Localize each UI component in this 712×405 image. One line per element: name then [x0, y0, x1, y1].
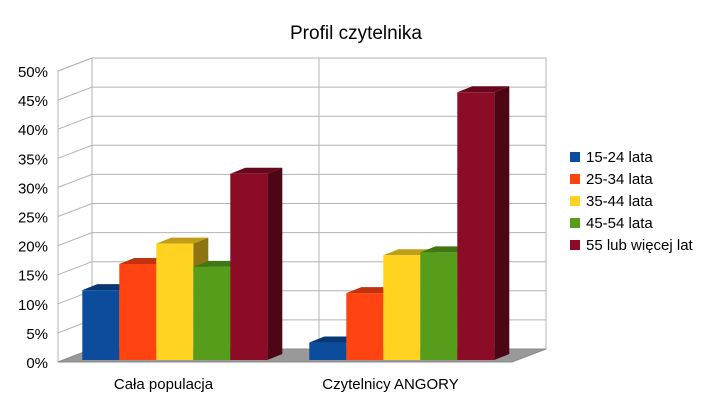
x-tick-label: Cała populacja — [114, 376, 214, 393]
bar-front — [420, 252, 458, 360]
y-tick-label: 5% — [26, 326, 48, 343]
legend-swatch — [570, 152, 580, 162]
legend-swatch — [570, 174, 580, 184]
bar-side — [267, 167, 283, 360]
legend-swatch — [570, 196, 580, 206]
legend: 15-24 lata 25-34 lata 35-44 lata 45-54 lata… — [570, 149, 694, 254]
bar — [457, 86, 510, 360]
y-tick-label: 0% — [26, 355, 48, 372]
bars — [82, 86, 510, 360]
gridline — [57, 203, 546, 217]
x-tick-label: Czytelnicy ANGORY — [322, 376, 458, 393]
bar-front — [230, 173, 268, 360]
bar-front — [82, 290, 120, 360]
legend-label: 55 lub więcej lat — [586, 237, 694, 254]
y-tick-label: 25% — [18, 210, 48, 227]
gridline — [57, 144, 546, 159]
legend-label: 45-54 lata — [586, 215, 653, 232]
x-axis-labels: Cała populacja Czytelnicy ANGORY — [114, 376, 459, 393]
bar-front — [193, 266, 231, 360]
y-tick-label: 15% — [18, 268, 48, 285]
y-tick-label: 45% — [18, 93, 48, 110]
y-tick-label: 50% — [18, 64, 48, 81]
legend-swatch — [570, 240, 580, 250]
gridline — [57, 232, 546, 247]
gridline — [57, 115, 546, 130]
bar-front — [346, 293, 384, 360]
y-tick-label: 35% — [18, 151, 48, 168]
y-tick-label: 20% — [18, 239, 48, 256]
bar-front — [119, 263, 157, 360]
bar-side — [494, 86, 510, 360]
gridline — [57, 86, 546, 101]
legend-label: 15-24 lata — [586, 149, 653, 166]
bar-front — [457, 92, 495, 360]
bar — [230, 167, 283, 360]
bar-front — [309, 342, 347, 360]
gridline — [57, 173, 546, 188]
bar-front — [156, 243, 194, 360]
bar-top — [156, 237, 209, 244]
chart-title: Profil czytelnika — [290, 23, 422, 44]
bar-top — [457, 86, 510, 93]
legend-label: 35-44 lata — [586, 193, 653, 210]
y-tick-label: 40% — [18, 122, 48, 139]
y-tick-label: 10% — [18, 297, 48, 314]
bar-top — [230, 167, 283, 174]
legend-label: 25-34 lata — [586, 171, 653, 188]
y-tick-label: 30% — [18, 180, 48, 197]
legend-swatch — [570, 218, 580, 228]
bar-front — [383, 255, 421, 360]
y-axis-ticks: 0% 5% 10% 15% 20% 25% 30% 35% 40% 45% 50% — [18, 64, 48, 372]
gridline — [57, 57, 546, 72]
